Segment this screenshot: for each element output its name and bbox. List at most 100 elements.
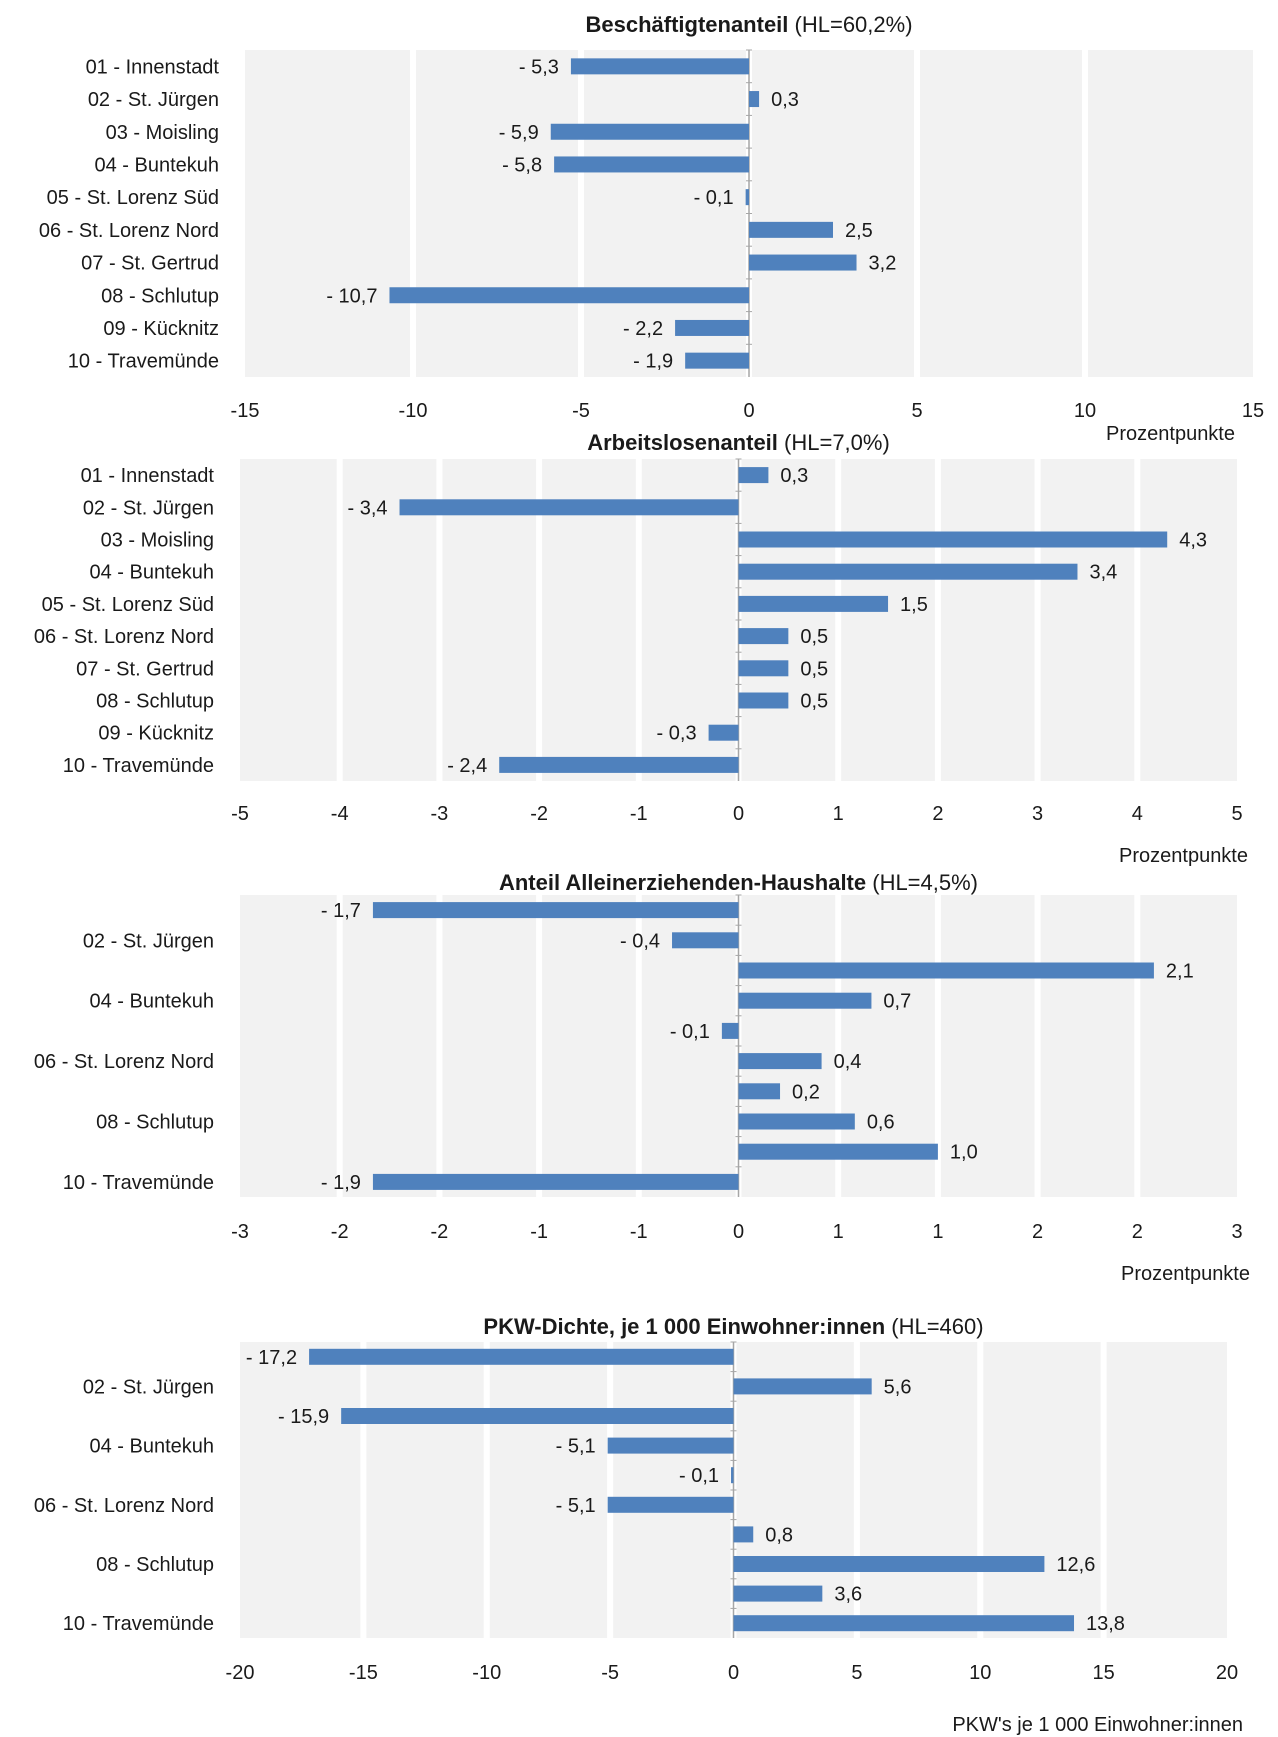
chart-4: -20 -15 -10 -5 0 5 10 15 20 - 17,2 5,6 02 - St. Jür… <box>34 1314 1243 1736</box>
data-label: 0,7 <box>883 991 911 1013</box>
category-label: 07 - St. Gertrud <box>76 658 214 680</box>
x-tick-label: -5 <box>601 1662 619 1684</box>
category-label: 06 - St. Lorenz Nord <box>34 626 214 648</box>
bar <box>738 992 872 1009</box>
bar <box>738 467 769 484</box>
x-tick-label: -15 <box>231 400 260 422</box>
data-label: 3,4 <box>1089 562 1117 584</box>
category-label: 10 - Travemünde <box>68 351 219 373</box>
bar <box>372 902 739 919</box>
x-axis-label: Prozentpunkte <box>1121 1263 1250 1285</box>
data-label: - 15,9 <box>278 1406 329 1428</box>
bar <box>389 287 749 304</box>
x-tick-label: 5 <box>1231 803 1242 825</box>
data-label: - 5,3 <box>519 56 559 78</box>
bar <box>731 1467 734 1484</box>
chart-1: -15 -10 -5 0 5 10 15 - 5,3 01 - Innenstadt 0,3 02 … <box>39 12 1264 445</box>
data-label: 2,5 <box>845 220 873 242</box>
x-tick-label: 0 <box>733 1221 744 1243</box>
x-tick-label: 0 <box>728 1662 739 1684</box>
x-tick-label: 2 <box>1032 1221 1043 1243</box>
bar <box>708 724 739 741</box>
category-label: 03 - Moisling <box>101 530 214 552</box>
chart-title-suffix: (HL=4,5%) <box>866 870 978 895</box>
category-label: 07 - St. Gertrud <box>81 253 219 275</box>
chart-title: Arbeitslosenanteil (HL=7,0%) <box>587 430 890 455</box>
category-label: 10 - Travemünde <box>63 1172 214 1194</box>
chart-title-suffix: (HL=7,0%) <box>778 430 890 455</box>
category-label: 04 - Buntekuh <box>94 154 219 176</box>
data-label: 0,3 <box>771 89 799 111</box>
category-label: 04 - Buntekuh <box>89 1436 214 1458</box>
bar <box>607 1496 734 1513</box>
data-label: - 0,1 <box>670 1021 710 1043</box>
x-tick-label: 0 <box>743 400 754 422</box>
bar <box>399 499 739 516</box>
bar <box>738 962 1154 979</box>
x-tick-label: 1 <box>932 1221 943 1243</box>
chart-title-main: Beschäftigtenanteil <box>585 12 788 37</box>
bar <box>733 1556 1045 1572</box>
x-tick-label: 3 <box>1231 1221 1242 1243</box>
x-tick-label: -20 <box>226 1662 255 1684</box>
category-label: 08 - Schlutup <box>96 1554 214 1576</box>
bar <box>721 1022 739 1039</box>
x-tick-label: 10 <box>1074 400 1096 422</box>
category-label: 10 - Travemünde <box>63 1613 214 1635</box>
category-label: 08 - Schlutup <box>101 285 219 307</box>
x-tick-label: 5 <box>911 400 922 422</box>
bar <box>738 628 789 645</box>
x-tick-label: -1 <box>530 1221 548 1243</box>
bar <box>607 1437 734 1454</box>
data-label: - 2,2 <box>623 318 663 340</box>
bar <box>738 595 889 612</box>
category-label: 01 - Innenstadt <box>86 56 220 78</box>
data-label: 0,3 <box>780 465 808 487</box>
x-tick-label: 2 <box>1132 1221 1143 1243</box>
category-label: 08 - Schlutup <box>96 691 214 713</box>
data-label: 4,3 <box>1179 530 1207 552</box>
data-label: 3,6 <box>834 1584 862 1606</box>
category-label: 04 - Buntekuh <box>89 562 214 584</box>
data-label: - 1,9 <box>321 1172 361 1194</box>
x-tick-label: -2 <box>530 803 548 825</box>
x-tick-label: 1 <box>833 803 844 825</box>
data-label: 5,6 <box>884 1376 912 1398</box>
category-label: 10 - Travemünde <box>63 755 214 777</box>
bar <box>554 156 749 173</box>
x-tick-label: -3 <box>231 1221 249 1243</box>
x-tick-label: -5 <box>231 803 249 825</box>
data-label: 0,5 <box>800 691 828 713</box>
category-label: 02 - St. Jürgen <box>88 89 219 111</box>
x-tick-label: 0 <box>733 803 744 825</box>
bar <box>341 1408 734 1424</box>
x-tick-label: 20 <box>1216 1662 1238 1684</box>
x-tick-label: 4 <box>1132 803 1143 825</box>
bar <box>733 1615 1075 1632</box>
data-label: 0,4 <box>834 1051 862 1073</box>
bar <box>309 1348 734 1365</box>
bar <box>685 352 749 369</box>
chart-title-main: Anteil Alleinerziehenden-Haushalte <box>499 870 866 895</box>
x-tick-label: 1 <box>833 1221 844 1243</box>
category-label: 09 - Kücknitz <box>98 723 214 745</box>
data-label: - 0,3 <box>657 723 697 745</box>
data-label: 12,6 <box>1056 1554 1095 1576</box>
bar <box>733 1585 823 1602</box>
x-tick-label: -4 <box>331 803 349 825</box>
x-tick-label: 3 <box>1032 803 1043 825</box>
data-label: - 0,1 <box>679 1465 719 1487</box>
category-label: 03 - Moisling <box>106 122 219 144</box>
bar <box>738 660 789 677</box>
chart-title-main: Arbeitslosenanteil <box>587 430 778 455</box>
x-tick-label: -1 <box>630 803 648 825</box>
x-tick-label: 10 <box>969 1662 991 1684</box>
chart-2: -5 -4 -3 -2 -1 0 1 2 3 4 5 0,3 01 - Innenstadt - 3,4 0… <box>34 430 1248 867</box>
category-label: 09 - Kücknitz <box>103 318 219 340</box>
bar <box>738 563 1078 580</box>
bar <box>733 1378 872 1395</box>
data-label: 0,8 <box>765 1524 793 1546</box>
data-label: 2,1 <box>1166 961 1194 983</box>
bar <box>749 221 833 238</box>
